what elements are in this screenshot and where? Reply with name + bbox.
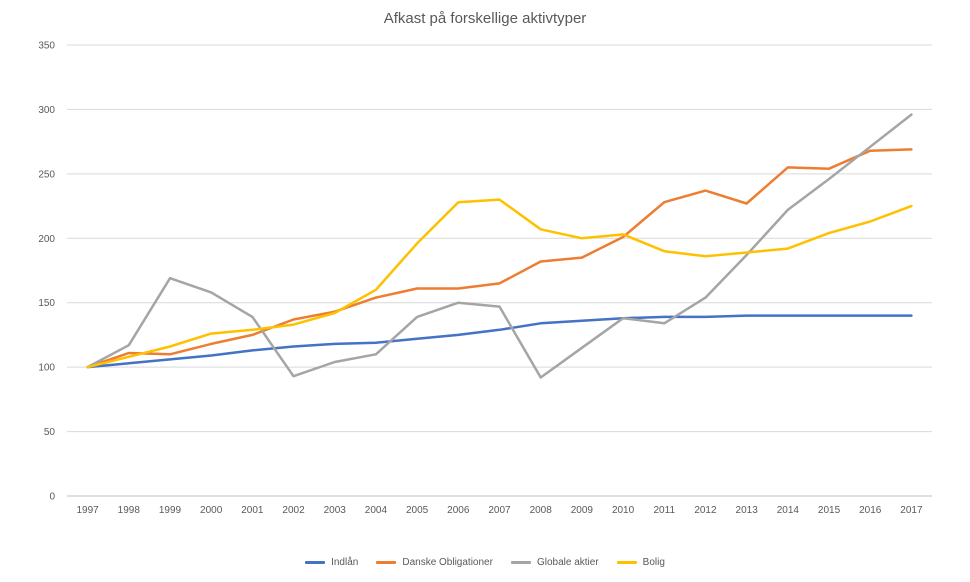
legend-label: Bolig bbox=[642, 557, 665, 568]
x-tick-label: 2007 bbox=[488, 505, 511, 516]
x-tick-label: 2001 bbox=[241, 505, 264, 516]
x-tick-label: 2013 bbox=[736, 505, 759, 516]
x-tick-label: 2012 bbox=[694, 505, 717, 516]
legend-label: Globale aktier bbox=[536, 557, 599, 568]
x-tick-label: 1997 bbox=[76, 505, 99, 516]
legend-item: Indlån bbox=[305, 557, 358, 568]
y-tick-label: 0 bbox=[49, 492, 55, 503]
x-tick-label: 2009 bbox=[571, 505, 594, 516]
legend-item: Globale aktier bbox=[510, 557, 599, 568]
x-tick-label: 2016 bbox=[859, 505, 882, 516]
x-tick-label: 2006 bbox=[447, 505, 470, 516]
series-line bbox=[86, 198, 913, 369]
x-tick-label: 2000 bbox=[200, 505, 223, 516]
y-tick-label: 200 bbox=[38, 234, 55, 245]
x-tick-label: 1999 bbox=[159, 505, 182, 516]
series-line bbox=[86, 113, 913, 379]
chart-title: Afkast på forskellige aktivtyper bbox=[383, 10, 587, 27]
y-tick-label: 250 bbox=[38, 169, 55, 180]
legend-item: Danske Obligationer bbox=[376, 557, 493, 568]
legend-item: Bolig bbox=[616, 557, 665, 568]
y-tick-label: 300 bbox=[38, 105, 55, 116]
series-line bbox=[86, 148, 913, 369]
x-tick-label: 2005 bbox=[406, 505, 429, 516]
y-tick-label: 350 bbox=[38, 41, 55, 52]
x-tick-label: 2017 bbox=[900, 505, 923, 516]
x-tick-label: 2003 bbox=[324, 505, 347, 516]
x-tick-label: 2004 bbox=[365, 505, 388, 516]
y-tick-label: 100 bbox=[38, 363, 55, 374]
x-tick-label: 2011 bbox=[654, 505, 676, 516]
x-tick-label: 2015 bbox=[818, 505, 841, 516]
legend-label: Indlån bbox=[331, 557, 359, 568]
y-tick-label: 50 bbox=[44, 427, 56, 438]
x-tick-label: 2014 bbox=[777, 505, 800, 516]
y-tick-label: 150 bbox=[38, 298, 55, 309]
legend-label: Danske Obligationer bbox=[402, 557, 493, 568]
legend-swatch bbox=[376, 561, 397, 564]
legend-swatch bbox=[305, 561, 326, 564]
x-tick-label: 1998 bbox=[118, 505, 141, 516]
x-tick-label: 2002 bbox=[282, 505, 305, 516]
series-line bbox=[86, 314, 913, 369]
legend-swatch bbox=[510, 561, 531, 564]
legend: Indlån Danske Obligationer Globale aktier B… bbox=[0, 557, 970, 568]
x-tick-label: 2010 bbox=[612, 505, 635, 516]
x-tick-label: 2008 bbox=[530, 505, 553, 516]
legend-swatch bbox=[616, 561, 637, 564]
